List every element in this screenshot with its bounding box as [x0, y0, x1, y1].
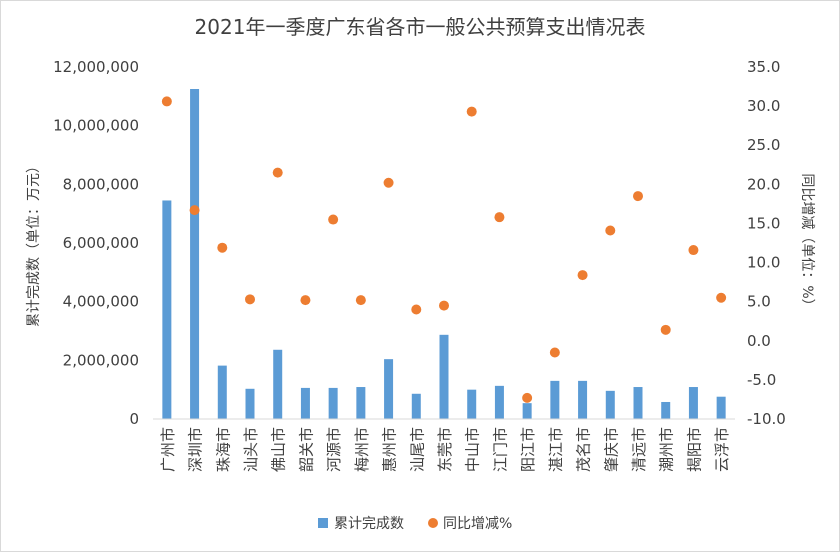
bar [522, 403, 532, 419]
category-label: 肇庆市 [602, 427, 620, 472]
scatter-point [328, 214, 339, 225]
scatter-point [245, 294, 255, 305]
bar [162, 200, 172, 419]
scatter-point [660, 324, 671, 335]
category-label: 珠海市 [214, 427, 232, 472]
scatter-point [494, 212, 505, 223]
category-label: 阳江市 [519, 427, 537, 472]
left-tick-label: 8,000,000 [63, 175, 139, 193]
category-label: 汕头市 [242, 427, 260, 472]
scatter-point [577, 270, 588, 281]
right-tick-label: 10.0 [747, 254, 780, 272]
left-tick-label: 2,000,000 [63, 351, 139, 369]
category-label: 清远市 [630, 427, 648, 472]
category-label: 东莞市 [436, 427, 454, 472]
category-label: 潮州市 [658, 427, 676, 472]
scatter-point [161, 96, 172, 107]
legend: 累计完成数 同比增减% [318, 516, 512, 532]
bar [578, 380, 588, 419]
category-label: 梅州市 [353, 427, 371, 472]
bar [411, 393, 421, 419]
left-tick-label: 10,000,000 [53, 117, 139, 135]
bar [300, 387, 310, 419]
right-tick-label: 35.0 [747, 58, 780, 76]
bar [439, 334, 449, 419]
category-label: 深圳市 [187, 427, 205, 472]
bar [633, 387, 643, 419]
right-tick-label: 5.0 [747, 293, 771, 311]
category-label: 江门市 [491, 427, 509, 472]
left-tick-label: 12,000,000 [53, 58, 139, 76]
category-label: 汕尾市 [408, 427, 426, 472]
right-tick-label: 20.0 [747, 175, 780, 193]
right-axis-title: 同比增减（单位：%） [799, 173, 815, 312]
scatter-point [688, 245, 699, 256]
bar-series [162, 89, 726, 419]
category-label: 佛山市 [270, 427, 288, 472]
left-axis-title: 累计完成数（单位：万元） [26, 159, 42, 327]
bar [494, 385, 504, 419]
category-label: 广州市 [159, 427, 177, 472]
left-tick-label: 4,000,000 [63, 293, 139, 311]
bar [605, 390, 615, 419]
scatter-point [272, 167, 283, 178]
scatter-point [549, 347, 560, 358]
bar [328, 387, 338, 419]
bar [661, 401, 671, 419]
scatter-point [217, 242, 228, 253]
category-labels: 广州市 深圳市 珠海市 汕头市 佛山市 韶关市 河源市 梅州市 惠州市 汕尾市 东莞市 中山市 江门市阳… [159, 427, 731, 472]
bar [467, 389, 477, 419]
right-tick-label: -10.0 [747, 410, 786, 428]
scatter-point [522, 392, 533, 403]
legend-dot-swatch [428, 518, 438, 528]
left-tick-label: 6,000,000 [63, 234, 139, 252]
scatter-point [355, 295, 366, 306]
right-axis-ticks: -10.0 -5.0 0.0 5.0 10.0 15.0 20.0 25.0 30.0 35.0 [747, 58, 786, 428]
scatter-point [439, 300, 449, 311]
scatter-series [161, 96, 727, 403]
scatter-point [189, 205, 200, 216]
right-tick-label: 15.0 [747, 214, 780, 232]
bar [384, 359, 394, 419]
scatter-point [716, 292, 727, 303]
scatter-point [633, 191, 643, 202]
category-label: 云浮市 [713, 427, 731, 472]
bar [217, 365, 227, 419]
legend-bar-swatch [318, 518, 328, 528]
left-tick-label: 0 [129, 410, 139, 428]
bar [688, 387, 698, 419]
bar [356, 387, 366, 419]
category-label: 湛江市 [547, 427, 565, 472]
left-axis-ticks: 0 2,000,000 4,000,000 6,000,000 8,000,000 10,… [53, 58, 139, 428]
legend-bar-label: 累计完成数 [334, 516, 404, 532]
bar [190, 89, 200, 419]
category-label: 茂名市 [575, 427, 593, 472]
scatter-point [605, 225, 616, 236]
bar [716, 396, 726, 419]
category-label: 河源市 [325, 427, 343, 472]
category-label: 韶关市 [297, 427, 315, 472]
right-tick-label: 0.0 [747, 332, 771, 350]
right-tick-label: 25.0 [747, 136, 780, 154]
scatter-point [383, 177, 394, 188]
bar [245, 388, 255, 419]
bar [273, 349, 283, 419]
scatter-point [466, 106, 477, 117]
bar [550, 380, 560, 419]
right-tick-label: 30.0 [747, 97, 780, 115]
legend-dot-label: 同比增减% [443, 516, 512, 532]
chart-title: 2021年一季度广东省各市一般公共预算支出情况表 [195, 15, 646, 39]
category-label: 惠州市 [381, 427, 399, 472]
category-label: 中山市 [464, 427, 482, 472]
scatter-point [411, 304, 422, 315]
category-label: 揭阳市 [685, 427, 703, 472]
scatter-point [300, 295, 311, 306]
right-tick-label: -5.0 [747, 371, 776, 389]
